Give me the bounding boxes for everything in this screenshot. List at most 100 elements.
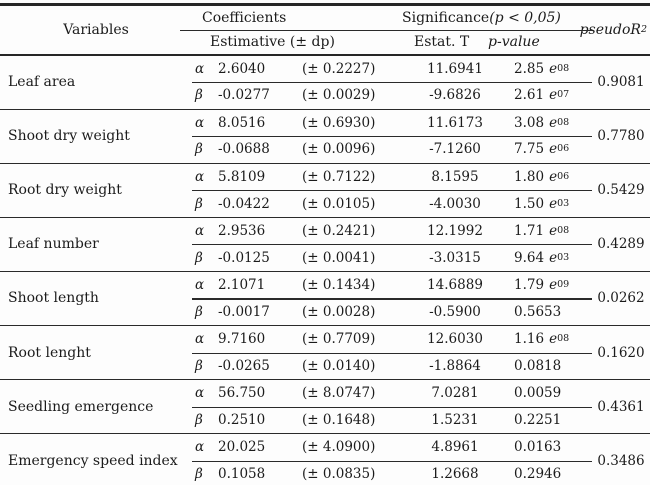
exp-e-symbol: e — [549, 223, 558, 240]
regression-results-table: Variables Coefficients Significance (p <… — [0, 3, 650, 485]
p-value-mantissa: 1.80 — [514, 168, 545, 185]
table-row-group: Emergency speed index α 20.025 (± 4.0900… — [0, 434, 650, 485]
variable-name: Root dry weight — [8, 182, 122, 199]
exp-e-symbol: e — [549, 277, 558, 294]
exp-e-symbol: e — [549, 249, 558, 266]
alpha-std-deviation: (± 0.7709) — [302, 331, 376, 348]
pseudo-r2-value: 0.4289 — [597, 236, 645, 253]
beta-symbol: β — [195, 141, 203, 158]
alpha-std-deviation: (± 0.2421) — [302, 223, 376, 240]
p-value-mantissa: 2.61 — [514, 87, 545, 104]
beta-std-deviation: (± 0.1648) — [302, 411, 376, 428]
alpha-std-deviation: (± 4.0900) — [302, 439, 376, 456]
column-header-coefficients: Coefficients — [202, 9, 287, 26]
exp-e-symbol: e — [549, 195, 558, 212]
column-header-estat-t: Estat. T — [414, 33, 470, 50]
beta-t-statistic: -9.6826 — [429, 87, 481, 104]
alpha-beta-divider-rule — [192, 136, 592, 138]
beta-t-statistic: -1.8864 — [429, 357, 481, 374]
alpha-std-deviation: (± 0.2227) — [302, 60, 376, 77]
exp-e-symbol: e — [549, 114, 558, 131]
p-value-mantissa: 1.50 — [514, 195, 545, 212]
beta-symbol: β — [195, 87, 203, 104]
beta-p-value: 1.50 e 03 — [514, 195, 570, 212]
pseudo-r2-value: 0.1620 — [597, 344, 645, 361]
alpha-beta-divider-rule — [192, 406, 592, 408]
column-header-significance: Significance (p < 0,05) — [402, 6, 592, 30]
alpha-estimate: 2.6040 — [218, 60, 266, 77]
alpha-symbol: α — [195, 60, 205, 77]
beta-p-value: 0.2251 — [500, 407, 592, 434]
beta-estimate: -0.0422 — [218, 195, 270, 212]
beta-t-statistic: 1.2668 — [431, 465, 479, 482]
beta-std-deviation: (± 0.0041) — [302, 249, 376, 266]
pseudo-r-label: pseudoR — [579, 21, 641, 38]
beta-std-deviation: (± 0.0029) — [302, 87, 376, 104]
beta-std-deviation: (± 0.0105) — [302, 195, 376, 212]
variable-name: Emergency speed index — [8, 452, 178, 469]
alpha-p-value: 2.85 e 08 — [514, 60, 570, 77]
beta-p-value: 0.2946 — [500, 461, 592, 485]
alpha-t-statistic: 12.6030 — [427, 331, 483, 348]
p-value-mantissa: 1.71 — [514, 223, 545, 240]
significance-threshold: (p < 0,05) — [489, 9, 561, 26]
alpha-p-value: 1.80 e 06 — [514, 168, 570, 185]
alpha-t-statistic: 11.6941 — [427, 60, 483, 77]
p-value-mantissa: 1.79 — [514, 277, 545, 294]
column-header-p-value: p-value — [488, 33, 540, 50]
exp-e-symbol: e — [549, 331, 558, 348]
beta-std-deviation: (± 0.0140) — [302, 357, 376, 374]
beta-p-value: 2.61 e 07 — [514, 87, 570, 104]
variable-name: Leaf number — [8, 236, 99, 253]
table-top-rule — [0, 3, 650, 6]
column-header-variables: Variables — [63, 21, 129, 38]
p-value-mantissa: 0.2251 — [514, 411, 562, 428]
alpha-std-deviation: (± 0.1434) — [302, 277, 376, 294]
beta-p-value: 0.0818 — [500, 353, 592, 380]
variable-name: Root lenght — [8, 344, 91, 361]
p-value-mantissa: 2.85 — [514, 60, 545, 77]
alpha-beta-divider-rule — [192, 82, 592, 84]
pseudo-r2-value: 0.7780 — [597, 128, 645, 145]
alpha-estimate: 56.750 — [218, 385, 266, 402]
beta-t-statistic: -4.0030 — [429, 195, 481, 212]
alpha-beta-divider-rule — [192, 298, 592, 300]
beta-symbol: β — [195, 411, 203, 428]
alpha-estimate: 8.0516 — [218, 114, 266, 131]
p-value-mantissa: 0.0059 — [514, 385, 562, 402]
beta-symbol: β — [195, 195, 203, 212]
beta-symbol: β — [195, 465, 203, 482]
table-body: Leaf area α 2.6040 (± 0.2227) 11.6941 2.… — [0, 56, 650, 485]
beta-estimate: -0.0277 — [218, 87, 270, 104]
alpha-symbol: α — [195, 277, 205, 294]
beta-estimate: -0.0017 — [218, 303, 270, 320]
exp-e-symbol: e — [549, 87, 558, 104]
header-mid-rule — [180, 29, 592, 31]
alpha-symbol: α — [195, 385, 205, 402]
alpha-std-deviation: (± 0.6930) — [302, 114, 376, 131]
table-row-group: Seedling emergence α 56.750 (± 8.0747) 7… — [0, 380, 650, 435]
beta-estimate: -0.0125 — [218, 249, 270, 266]
beta-estimate: -0.0265 — [218, 357, 270, 374]
beta-t-statistic: -0.5900 — [429, 303, 481, 320]
alpha-estimate: 2.1071 — [218, 277, 266, 294]
variable-name: Shoot length — [8, 290, 99, 307]
beta-symbol: β — [195, 249, 203, 266]
alpha-t-statistic: 11.6173 — [427, 114, 483, 131]
column-header-pseudo-r2: pseudoR 2 — [580, 6, 650, 54]
p-value-mantissa: 3.08 — [514, 114, 545, 131]
variable-name: Seedling emergence — [8, 398, 154, 415]
variable-name: Shoot dry weight — [8, 128, 130, 145]
significance-label: Significance — [402, 9, 490, 26]
column-header-estimative: Estimative (± dp) — [210, 33, 335, 50]
pseudo-r2-value: 0.0262 — [597, 290, 645, 307]
variable-name: Leaf area — [8, 74, 76, 91]
beta-std-deviation: (± 0.0096) — [302, 141, 376, 158]
alpha-beta-divider-rule — [192, 460, 592, 462]
alpha-t-statistic: 8.1595 — [431, 168, 479, 185]
beta-p-value: 0.5653 — [500, 298, 592, 325]
beta-symbol: β — [195, 357, 203, 374]
beta-t-statistic: 1.5231 — [431, 411, 479, 428]
alpha-beta-divider-rule — [192, 352, 592, 354]
